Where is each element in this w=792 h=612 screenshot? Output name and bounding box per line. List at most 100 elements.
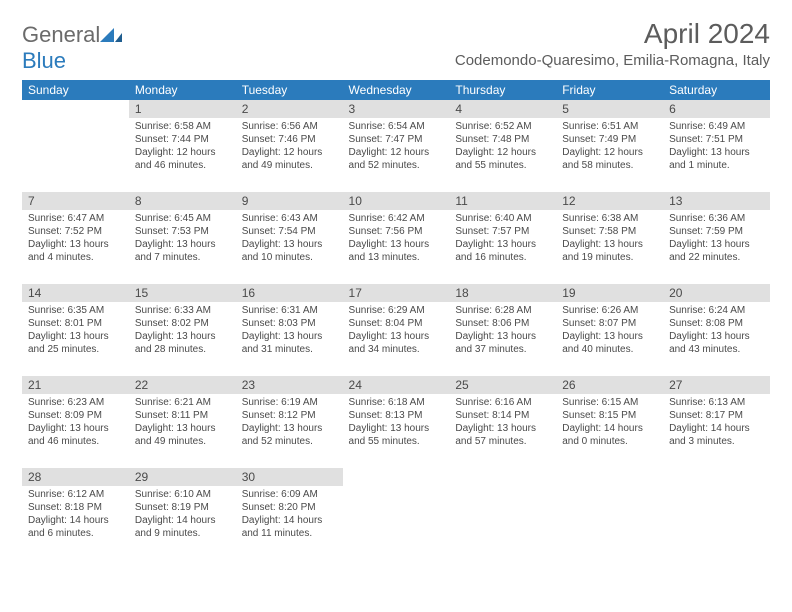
calendar-cell: 3Sunrise: 6:54 AMSunset: 7:47 PMDaylight… bbox=[343, 100, 450, 192]
day-line: Daylight: 13 hours bbox=[242, 422, 337, 435]
header: GeneralBlue April 2024 Codemondo-Quaresi… bbox=[22, 18, 770, 74]
day-body: Sunrise: 6:28 AMSunset: 8:06 PMDaylight:… bbox=[449, 302, 556, 360]
calendar-cell bbox=[663, 468, 770, 560]
calendar-cell: 26Sunrise: 6:15 AMSunset: 8:15 PMDayligh… bbox=[556, 376, 663, 468]
calendar-cell: 13Sunrise: 6:36 AMSunset: 7:59 PMDayligh… bbox=[663, 192, 770, 284]
calendar-cell: 10Sunrise: 6:42 AMSunset: 7:56 PMDayligh… bbox=[343, 192, 450, 284]
day-line: Daylight: 14 hours bbox=[562, 422, 657, 435]
day-line: Sunrise: 6:18 AM bbox=[349, 396, 444, 409]
day-line: and 1 minute. bbox=[669, 159, 764, 172]
day-line: Sunrise: 6:43 AM bbox=[242, 212, 337, 225]
day-number: 19 bbox=[556, 284, 663, 302]
calendar-table: SundayMondayTuesdayWednesdayThursdayFrid… bbox=[22, 80, 770, 560]
day-line: Sunset: 8:06 PM bbox=[455, 317, 550, 330]
day-number: 11 bbox=[449, 192, 556, 210]
day-line: and 16 minutes. bbox=[455, 251, 550, 264]
day-line: Sunset: 7:57 PM bbox=[455, 225, 550, 238]
day-line: and 11 minutes. bbox=[242, 527, 337, 540]
day-number: 16 bbox=[236, 284, 343, 302]
day-line: Sunset: 8:14 PM bbox=[455, 409, 550, 422]
day-number: 10 bbox=[343, 192, 450, 210]
day-line: Daylight: 12 hours bbox=[349, 146, 444, 159]
day-line: Daylight: 12 hours bbox=[455, 146, 550, 159]
day-line: Daylight: 14 hours bbox=[28, 514, 123, 527]
day-line: Daylight: 14 hours bbox=[242, 514, 337, 527]
calendar-cell: 2Sunrise: 6:56 AMSunset: 7:46 PMDaylight… bbox=[236, 100, 343, 192]
day-line: Sunset: 8:01 PM bbox=[28, 317, 123, 330]
day-line: and 46 minutes. bbox=[135, 159, 230, 172]
day-line: Daylight: 13 hours bbox=[455, 422, 550, 435]
location-label: Codemondo-Quaresimo, Emilia-Romagna, Ita… bbox=[455, 52, 770, 69]
day-line: Daylight: 13 hours bbox=[28, 238, 123, 251]
day-body: Sunrise: 6:10 AMSunset: 8:19 PMDaylight:… bbox=[129, 486, 236, 544]
day-body: Sunrise: 6:42 AMSunset: 7:56 PMDaylight:… bbox=[343, 210, 450, 268]
day-number: 28 bbox=[22, 468, 129, 486]
day-line: Sunset: 8:12 PM bbox=[242, 409, 337, 422]
calendar-cell: 19Sunrise: 6:26 AMSunset: 8:07 PMDayligh… bbox=[556, 284, 663, 376]
day-body: Sunrise: 6:12 AMSunset: 8:18 PMDaylight:… bbox=[22, 486, 129, 544]
calendar-cell: 21Sunrise: 6:23 AMSunset: 8:09 PMDayligh… bbox=[22, 376, 129, 468]
day-line: Daylight: 13 hours bbox=[349, 330, 444, 343]
day-number: 14 bbox=[22, 284, 129, 302]
day-number: 8 bbox=[129, 192, 236, 210]
day-line: and 13 minutes. bbox=[349, 251, 444, 264]
day-line: Daylight: 13 hours bbox=[669, 238, 764, 251]
day-body: Sunrise: 6:40 AMSunset: 7:57 PMDaylight:… bbox=[449, 210, 556, 268]
day-number: 22 bbox=[129, 376, 236, 394]
calendar-week: 7Sunrise: 6:47 AMSunset: 7:52 PMDaylight… bbox=[22, 192, 770, 284]
day-body: Sunrise: 6:09 AMSunset: 8:20 PMDaylight:… bbox=[236, 486, 343, 544]
day-line: Sunset: 8:20 PM bbox=[242, 501, 337, 514]
day-body: Sunrise: 6:23 AMSunset: 8:09 PMDaylight:… bbox=[22, 394, 129, 452]
day-line: Sunset: 7:59 PM bbox=[669, 225, 764, 238]
day-line: Sunrise: 6:58 AM bbox=[135, 120, 230, 133]
day-number: 18 bbox=[449, 284, 556, 302]
calendar-cell bbox=[22, 100, 129, 192]
logo-part2: Blue bbox=[22, 48, 66, 73]
calendar-cell: 5Sunrise: 6:51 AMSunset: 7:49 PMDaylight… bbox=[556, 100, 663, 192]
day-line: Sunrise: 6:29 AM bbox=[349, 304, 444, 317]
day-number: 5 bbox=[556, 100, 663, 118]
logo-mark-icon bbox=[100, 22, 122, 47]
day-line: Sunrise: 6:12 AM bbox=[28, 488, 123, 501]
day-number: 1 bbox=[129, 100, 236, 118]
day-line: Daylight: 13 hours bbox=[455, 238, 550, 251]
calendar-page: GeneralBlue April 2024 Codemondo-Quaresi… bbox=[0, 0, 792, 578]
day-line: Daylight: 13 hours bbox=[669, 146, 764, 159]
day-line: Sunset: 8:11 PM bbox=[135, 409, 230, 422]
day-line: Sunset: 7:46 PM bbox=[242, 133, 337, 146]
weekday-header: Tuesday bbox=[236, 80, 343, 100]
day-number: 20 bbox=[663, 284, 770, 302]
day-line: and 55 minutes. bbox=[349, 435, 444, 448]
day-body: Sunrise: 6:24 AMSunset: 8:08 PMDaylight:… bbox=[663, 302, 770, 360]
day-number: 27 bbox=[663, 376, 770, 394]
day-line: Sunset: 8:18 PM bbox=[28, 501, 123, 514]
day-line: Daylight: 13 hours bbox=[562, 330, 657, 343]
weekday-header: Wednesday bbox=[343, 80, 450, 100]
logo-part1: General bbox=[22, 22, 100, 47]
calendar-week: 14Sunrise: 6:35 AMSunset: 8:01 PMDayligh… bbox=[22, 284, 770, 376]
day-number: 23 bbox=[236, 376, 343, 394]
day-line: and 43 minutes. bbox=[669, 343, 764, 356]
calendar-body: 1Sunrise: 6:58 AMSunset: 7:44 PMDaylight… bbox=[22, 100, 770, 560]
day-line: Sunset: 8:02 PM bbox=[135, 317, 230, 330]
day-body: Sunrise: 6:51 AMSunset: 7:49 PMDaylight:… bbox=[556, 118, 663, 176]
day-number: 24 bbox=[343, 376, 450, 394]
day-line: and 7 minutes. bbox=[135, 251, 230, 264]
day-line: Daylight: 13 hours bbox=[562, 238, 657, 251]
day-line: Daylight: 12 hours bbox=[562, 146, 657, 159]
day-line: and 0 minutes. bbox=[562, 435, 657, 448]
day-line: Sunset: 7:52 PM bbox=[28, 225, 123, 238]
calendar-cell: 14Sunrise: 6:35 AMSunset: 8:01 PMDayligh… bbox=[22, 284, 129, 376]
day-line: Daylight: 14 hours bbox=[135, 514, 230, 527]
day-line: Daylight: 13 hours bbox=[135, 238, 230, 251]
day-body: Sunrise: 6:26 AMSunset: 8:07 PMDaylight:… bbox=[556, 302, 663, 360]
day-line: and 49 minutes. bbox=[135, 435, 230, 448]
calendar-cell: 28Sunrise: 6:12 AMSunset: 8:18 PMDayligh… bbox=[22, 468, 129, 560]
day-number: 6 bbox=[663, 100, 770, 118]
day-line: and 10 minutes. bbox=[242, 251, 337, 264]
day-line: Sunset: 7:58 PM bbox=[562, 225, 657, 238]
calendar-cell: 15Sunrise: 6:33 AMSunset: 8:02 PMDayligh… bbox=[129, 284, 236, 376]
day-line: Sunrise: 6:49 AM bbox=[669, 120, 764, 133]
calendar-cell: 30Sunrise: 6:09 AMSunset: 8:20 PMDayligh… bbox=[236, 468, 343, 560]
day-line: Sunset: 7:51 PM bbox=[669, 133, 764, 146]
